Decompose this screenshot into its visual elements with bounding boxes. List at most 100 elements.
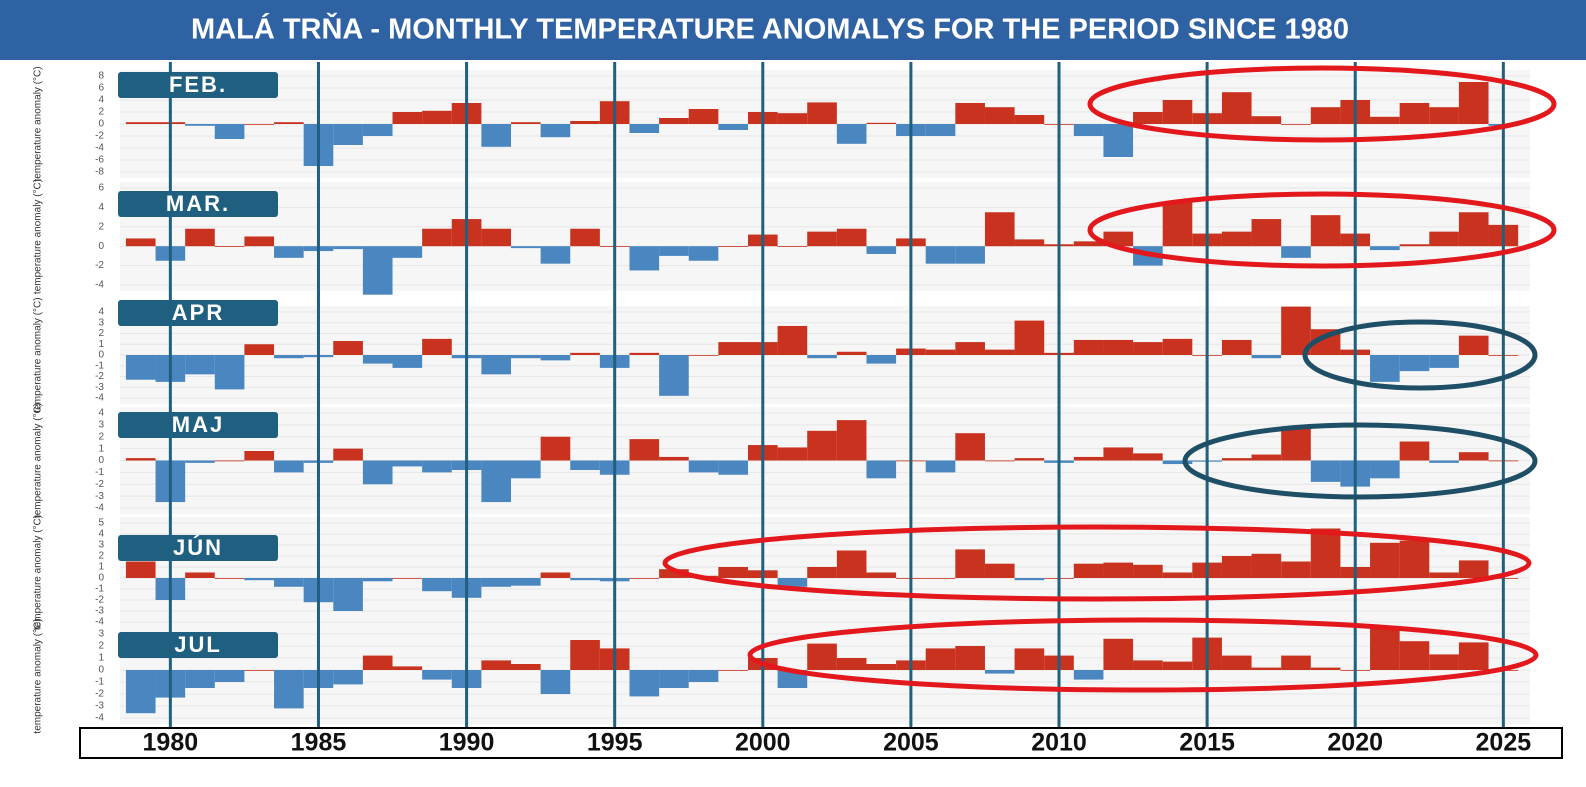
bar xyxy=(214,246,245,247)
bar xyxy=(214,355,245,390)
bar xyxy=(866,572,897,578)
highlight-ellipse xyxy=(662,524,1532,602)
bar xyxy=(185,124,215,126)
bar xyxy=(1103,339,1134,355)
bar xyxy=(125,122,156,124)
bar xyxy=(659,246,689,256)
x-tick-label: 1985 xyxy=(291,729,347,757)
bar xyxy=(362,355,393,364)
bar xyxy=(807,231,837,247)
bar xyxy=(718,460,748,475)
bar xyxy=(1310,667,1341,670)
bar xyxy=(244,236,275,247)
month-label: JUL xyxy=(174,632,222,657)
bar xyxy=(1370,460,1400,479)
bar xyxy=(125,355,156,380)
month-label-box xyxy=(118,535,278,561)
bar xyxy=(214,124,245,139)
bar xyxy=(481,228,512,247)
bar xyxy=(125,458,156,461)
bar xyxy=(984,107,1015,124)
y-tick-label: -1 xyxy=(95,677,104,688)
bar xyxy=(422,338,452,355)
bar xyxy=(540,670,571,694)
bar xyxy=(422,228,452,247)
y-tick-label: -4 xyxy=(95,143,104,154)
bar xyxy=(807,430,837,461)
y-tick-label: 2 xyxy=(98,641,104,652)
y-tick-label: 2 xyxy=(98,328,104,339)
bar xyxy=(1133,453,1163,461)
bar xyxy=(511,246,541,249)
bar xyxy=(629,246,660,271)
y-tick-label: -3 xyxy=(95,382,104,393)
y-tick-label: 3 xyxy=(98,540,104,551)
bar xyxy=(777,578,808,587)
bar xyxy=(1429,355,1459,368)
bar xyxy=(244,451,275,461)
bar xyxy=(392,246,423,258)
y-tick-label: 1 xyxy=(98,653,104,664)
bar xyxy=(570,460,600,470)
bar xyxy=(777,246,808,247)
bar xyxy=(185,355,215,375)
highlight-ellipse xyxy=(1302,319,1538,391)
bar xyxy=(659,355,689,396)
bar xyxy=(836,124,867,144)
bar xyxy=(866,246,897,254)
bar xyxy=(274,122,304,124)
y-tick-label: 1 xyxy=(98,562,104,573)
bar xyxy=(422,110,452,124)
bar xyxy=(984,212,1015,247)
highlight-ellipse xyxy=(747,617,1539,693)
bar xyxy=(214,670,245,682)
bar xyxy=(836,351,867,355)
bar xyxy=(955,246,985,264)
y-tick-label: 2 xyxy=(98,431,104,442)
bar xyxy=(125,238,156,247)
y-tick-label: 3 xyxy=(98,420,104,431)
bar xyxy=(1399,641,1430,670)
bar xyxy=(125,561,156,578)
y-tick-label: -8 xyxy=(95,167,104,178)
y-tick-label: 0 xyxy=(98,241,104,252)
month-label-box xyxy=(118,632,278,658)
month-label-box xyxy=(118,191,278,217)
bar xyxy=(362,246,393,295)
y-tick-label: -4 xyxy=(95,393,104,404)
bar xyxy=(984,460,1015,462)
x-axis-box xyxy=(79,727,1563,759)
y-tick-label: -1 xyxy=(95,360,104,371)
bar xyxy=(629,578,660,579)
bar xyxy=(540,436,571,461)
highlight-ellipse xyxy=(1087,65,1557,143)
bar xyxy=(777,113,808,124)
bar xyxy=(481,124,512,147)
bar xyxy=(540,246,571,264)
bar xyxy=(1429,572,1459,578)
bar xyxy=(1370,246,1400,251)
bar xyxy=(807,102,837,124)
y-tick-label: 4 xyxy=(98,95,104,106)
bar xyxy=(629,439,660,461)
y-axis-label: temperature anomaly (°C) xyxy=(33,179,44,294)
month-label-box xyxy=(118,412,278,438)
bar xyxy=(422,460,452,473)
bar xyxy=(1399,355,1430,372)
bar xyxy=(1370,116,1400,124)
bar xyxy=(984,563,1015,578)
bar xyxy=(1251,667,1282,670)
y-tick-label: -3 xyxy=(95,606,104,617)
y-tick-label: -2 xyxy=(95,371,104,382)
bar xyxy=(274,578,304,587)
bar xyxy=(1310,528,1341,578)
bar xyxy=(1399,244,1430,247)
bar xyxy=(1221,556,1252,578)
bar xyxy=(333,341,363,355)
y-tick-label: -2 xyxy=(95,595,104,606)
y-tick-label: 8 xyxy=(98,71,104,82)
bar xyxy=(1073,563,1104,578)
bar xyxy=(481,660,512,670)
bar xyxy=(1281,655,1311,670)
bar xyxy=(1399,103,1430,124)
